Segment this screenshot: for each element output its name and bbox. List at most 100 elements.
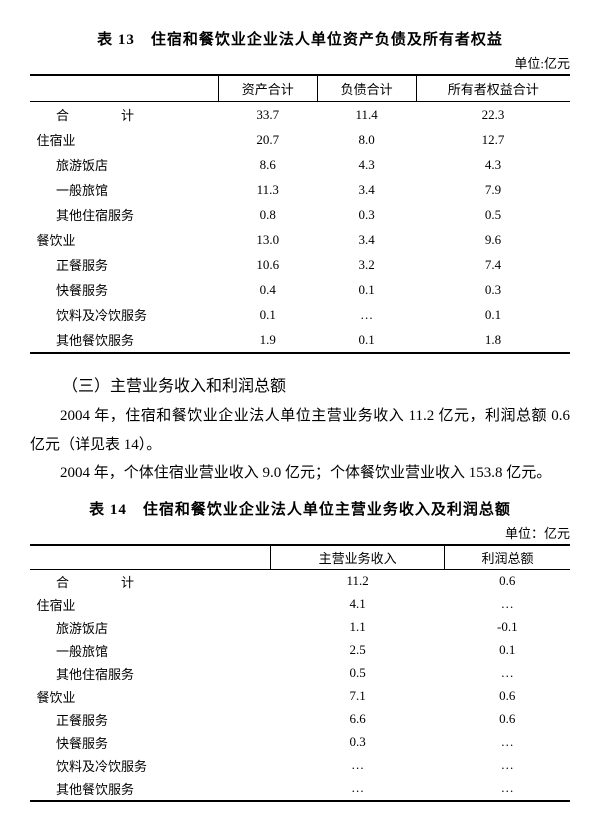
cell-value: 0.1 <box>317 277 416 302</box>
table-row: 合 计33.711.422.3 <box>30 102 570 127</box>
cell-value: 0.1 <box>445 639 570 662</box>
cell-value: 1.9 <box>218 327 317 353</box>
table14-unit: 单位：亿元 <box>30 523 570 542</box>
row-label: 旅游饭店 <box>30 152 218 177</box>
cell-value: 12.7 <box>416 127 570 152</box>
row-label: 饮料及冷饮服务 <box>30 754 271 777</box>
col-main-revenue: 主营业务收入 <box>271 546 445 570</box>
cell-value: 6.6 <box>271 708 445 731</box>
row-label: 其他住宿服务 <box>30 662 271 685</box>
table-row: 饮料及冷饮服务…… <box>30 754 570 777</box>
cell-value: 11.2 <box>271 570 445 593</box>
table-row: 住宿业20.78.012.7 <box>30 127 570 152</box>
table-row: 一般旅馆11.33.47.9 <box>30 177 570 202</box>
cell-value: 0.5 <box>271 662 445 685</box>
cell-value: 10.6 <box>218 252 317 277</box>
row-label: 合 计 <box>30 570 271 593</box>
table14: 主营业务收入 利润总额 合 计11.20.6住宿业4.1…旅游饭店1.1-0.1… <box>30 544 570 802</box>
table13-title: 表 13 住宿和餐饮业企业法人单位资产负债及所有者权益 <box>30 28 570 49</box>
table-row: 饮料及冷饮服务0.1…0.1 <box>30 302 570 327</box>
cell-value: -0.1 <box>445 616 570 639</box>
cell-value: … <box>271 754 445 777</box>
table13: 资产合计 负债合计 所有者权益合计 合 计33.711.422.3住宿业20.7… <box>30 74 570 354</box>
row-label: 快餐服务 <box>30 277 218 302</box>
row-label: 住宿业 <box>30 127 218 152</box>
table-row: 其他餐饮服务1.90.11.8 <box>30 327 570 353</box>
cell-value: … <box>445 731 570 754</box>
cell-value: 0.1 <box>218 302 317 327</box>
table-row: 快餐服务0.40.10.3 <box>30 277 570 302</box>
row-label: 餐饮业 <box>30 227 218 252</box>
row-label: 其他餐饮服务 <box>30 327 218 353</box>
table-row: 餐饮业13.03.49.6 <box>30 227 570 252</box>
table-row: 餐饮业7.10.6 <box>30 685 570 708</box>
row-label: 其他住宿服务 <box>30 202 218 227</box>
col-blank <box>30 546 271 570</box>
cell-value: 0.5 <box>416 202 570 227</box>
cell-value: 8.0 <box>317 127 416 152</box>
cell-value: … <box>445 754 570 777</box>
cell-value: 7.4 <box>416 252 570 277</box>
cell-value: 13.0 <box>218 227 317 252</box>
table13-header-row: 资产合计 负债合计 所有者权益合计 <box>30 76 570 102</box>
table-row: 其他住宿服务0.80.30.5 <box>30 202 570 227</box>
table-row: 其他住宿服务0.5… <box>30 662 570 685</box>
cell-value: … <box>445 662 570 685</box>
table-row: 其他餐饮服务…… <box>30 777 570 801</box>
col-assets: 资产合计 <box>218 76 317 102</box>
cell-value: 1.1 <box>271 616 445 639</box>
row-label: 一般旅馆 <box>30 639 271 662</box>
cell-value: 0.1 <box>317 327 416 353</box>
table14-title: 表 14 住宿和餐饮业企业法人单位主营业务收入及利润总额 <box>30 498 570 519</box>
paragraph-2: 2004 年，个体住宿业营业收入 9.0 亿元；个体餐饮业营业收入 153.8 … <box>30 459 570 488</box>
cell-value: … <box>445 593 570 616</box>
cell-value: 0.1 <box>416 302 570 327</box>
cell-value: 7.1 <box>271 685 445 708</box>
cell-value: 3.4 <box>317 227 416 252</box>
cell-value: 3.4 <box>317 177 416 202</box>
cell-value: 4.3 <box>317 152 416 177</box>
table-row: 正餐服务10.63.27.4 <box>30 252 570 277</box>
col-equity: 所有者权益合计 <box>416 76 570 102</box>
cell-value: 3.2 <box>317 252 416 277</box>
col-liabilities: 负债合计 <box>317 76 416 102</box>
table-row: 旅游饭店8.64.34.3 <box>30 152 570 177</box>
row-label: 正餐服务 <box>30 708 271 731</box>
row-label: 住宿业 <box>30 593 271 616</box>
table-row: 旅游饭店1.1-0.1 <box>30 616 570 639</box>
table-row: 住宿业4.1… <box>30 593 570 616</box>
cell-value: 0.3 <box>317 202 416 227</box>
row-label: 合 计 <box>30 102 218 127</box>
row-label: 其他餐饮服务 <box>30 777 271 801</box>
row-label: 旅游饭店 <box>30 616 271 639</box>
cell-value: 4.3 <box>416 152 570 177</box>
col-blank <box>30 76 218 102</box>
cell-value: 1.8 <box>416 327 570 353</box>
cell-value: 33.7 <box>218 102 317 127</box>
cell-value: 0.3 <box>271 731 445 754</box>
table13-unit: 单位:亿元 <box>30 53 570 72</box>
cell-value: 4.1 <box>271 593 445 616</box>
cell-value: … <box>445 777 570 801</box>
row-label: 餐饮业 <box>30 685 271 708</box>
table-row: 一般旅馆2.50.1 <box>30 639 570 662</box>
section-heading: （三）主营业务收入和利润总额 <box>30 372 570 402</box>
cell-value: 0.8 <box>218 202 317 227</box>
cell-value: 0.3 <box>416 277 570 302</box>
cell-value: 8.6 <box>218 152 317 177</box>
cell-value: 7.9 <box>416 177 570 202</box>
cell-value: 11.4 <box>317 102 416 127</box>
cell-value: 9.6 <box>416 227 570 252</box>
cell-value: 22.3 <box>416 102 570 127</box>
cell-value: 0.6 <box>445 570 570 593</box>
row-label: 快餐服务 <box>30 731 271 754</box>
cell-value: 20.7 <box>218 127 317 152</box>
table-row: 合 计11.20.6 <box>30 570 570 593</box>
table14-header-row: 主营业务收入 利润总额 <box>30 546 570 570</box>
table-row: 正餐服务6.60.6 <box>30 708 570 731</box>
row-label: 正餐服务 <box>30 252 218 277</box>
table-row: 快餐服务0.3… <box>30 731 570 754</box>
paragraph-1: 2004 年，住宿和餐饮业企业法人单位主营业务收入 11.2 亿元，利润总额 0… <box>30 402 570 459</box>
cell-value: 2.5 <box>271 639 445 662</box>
cell-value: 0.4 <box>218 277 317 302</box>
